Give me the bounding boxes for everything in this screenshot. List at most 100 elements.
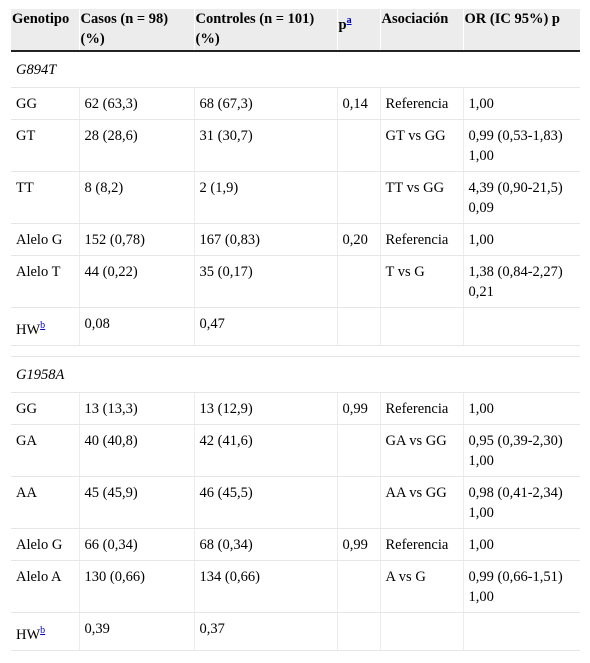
table-row: Alelo G 66 (0,34) 68 (0,34) 0,99 Referencia 1…: [11, 528, 580, 561]
cell-controles: 68 (0,34): [194, 528, 338, 561]
table-row: GT 28 (28,6) 31 (30,7) GT vs GG 0,99 (0,53-1…: [11, 119, 580, 172]
section-title: G894T: [11, 51, 580, 88]
table-row: TT 8 (8,2) 2 (1,9) TT vs GG 4,39 (0,90-21,5)…: [11, 171, 580, 224]
cell-asociacion: Referencia: [380, 223, 464, 256]
cell-genotipo: GG: [11, 87, 80, 120]
table-body: G894T GG 62 (63,3) 68 (67,3) 0,14 Referencia 1…: [11, 51, 580, 651]
cell-controles: 35 (0,17): [194, 255, 338, 308]
table-row: GG 13 (13,3) 13 (12,9) 0,99 Referencia 1,00: [11, 392, 580, 425]
cell-controles: 13 (12,9): [194, 392, 338, 425]
section-title: G1958A: [11, 356, 580, 393]
cell-genotipo: GT: [11, 119, 80, 172]
cell-or: 0,95 (0,39-2,30) 1,00: [463, 424, 580, 477]
cell-genotipo: GG: [11, 392, 80, 425]
cell-p: 0,99: [337, 528, 381, 561]
cell-or: 1,00: [463, 392, 580, 425]
genotipo-label: Alelo G: [16, 232, 63, 248]
cell-asociacion: AA vs GG: [380, 476, 464, 529]
table-row: Alelo G 152 (0,78) 167 (0,83) 0,20 Referenci…: [11, 223, 580, 256]
cell-or: [463, 307, 580, 346]
footnote-b-link[interactable]: b: [40, 624, 46, 636]
table-row: GG 62 (63,3) 68 (67,3) 0,14 Referencia 1,00: [11, 87, 580, 120]
cell-genotipo: TT: [11, 171, 80, 224]
cell-genotipo: Alelo T: [11, 255, 80, 308]
cell-genotipo: Alelo G: [11, 223, 80, 256]
cell-asociacion: Referencia: [380, 392, 464, 425]
header-p: pa: [337, 9, 381, 52]
cell-genotipo: AA: [11, 476, 80, 529]
genotipo-label: TT: [16, 180, 34, 196]
cell-genotipo: Alelo G: [11, 528, 80, 561]
cell-or: 0,99 (0,53-1,83) 1,00: [463, 119, 580, 172]
cell-genotipo: HWb: [11, 612, 80, 651]
cell-p: [337, 119, 381, 172]
table-row: AA 45 (45,9) 46 (45,5) AA vs GG 0,98 (0,41-2…: [11, 476, 580, 529]
genotipo-label: GG: [16, 400, 37, 417]
cell-controles: 0,47: [194, 307, 338, 346]
genotipo-label: GG: [16, 96, 37, 112]
genotype-table: Genotipo Casos (n = 98) (%) Controles (n…: [11, 9, 580, 651]
cell-genotipo: Alelo A: [11, 560, 80, 613]
cell-casos: 152 (0,78): [79, 223, 195, 256]
cell-p: [337, 560, 381, 613]
header-genotipo: Genotipo: [11, 9, 80, 52]
cell-controles: 167 (0,83): [194, 223, 338, 256]
footnote-b-link[interactable]: b: [40, 320, 46, 331]
cell-genotipo: GA: [11, 424, 80, 477]
header-p-label: p: [338, 16, 347, 33]
cell-p: 0,14: [337, 87, 381, 120]
spacer-cell: [11, 345, 580, 357]
cell-asociacion: GT vs GG: [380, 119, 464, 172]
genotipo-label: HW: [16, 626, 41, 643]
cell-or: 1,38 (0,84-2,27) 0,21: [463, 255, 580, 308]
section-row: G894T: [11, 51, 580, 88]
cell-casos: 0,39: [79, 612, 195, 651]
cell-casos: 62 (63,3): [79, 87, 195, 120]
cell-p: [337, 476, 381, 529]
table-row: HWb 0,08 0,47: [11, 307, 580, 346]
genotipo-label: Alelo A: [16, 568, 62, 585]
cell-casos: 44 (0,22): [79, 255, 195, 308]
cell-asociacion: Referencia: [380, 528, 464, 561]
header-controles: Controles (n = 101) (%): [194, 9, 338, 52]
cell-p: [337, 171, 381, 224]
cell-p: [337, 612, 381, 651]
cell-casos: 130 (0,66): [79, 560, 195, 613]
cell-asociacion: [380, 307, 464, 346]
header-row: Genotipo Casos (n = 98) (%) Controles (n…: [11, 9, 580, 52]
cell-asociacion: TT vs GG: [380, 171, 464, 224]
footnote-a-link[interactable]: a: [346, 15, 352, 26]
cell-casos: 8 (8,2): [79, 171, 195, 224]
cell-or: 1,00: [463, 87, 580, 120]
section-row: G1958A: [11, 356, 580, 393]
cell-controles: 2 (1,9): [194, 171, 338, 224]
cell-asociacion: T vs G: [380, 255, 464, 308]
cell-or: 0,99 (0,66-1,51) 1,00: [463, 560, 580, 613]
genotipo-label: AA: [16, 484, 37, 501]
genotipo-label: GA: [16, 432, 37, 449]
cell-casos: 28 (28,6): [79, 119, 195, 172]
cell-p: [337, 307, 381, 346]
genotipo-label: HW: [16, 321, 41, 338]
table-row: HWb 0,39 0,37: [11, 612, 580, 651]
section-spacer: [11, 345, 580, 357]
cell-p: [337, 255, 381, 308]
cell-p: 0,99: [337, 392, 381, 425]
cell-asociacion: [380, 612, 464, 651]
cell-or: 1,00: [463, 528, 580, 561]
cell-casos: 13 (13,3): [79, 392, 195, 425]
header-or: OR (IC 95%) p: [463, 9, 580, 52]
cell-controles: 0,37: [194, 612, 338, 651]
cell-casos: 0,08: [79, 307, 195, 346]
cell-asociacion: Referencia: [380, 87, 464, 120]
header-casos: Casos (n = 98) (%): [79, 9, 195, 52]
genotipo-label: GT: [16, 128, 36, 144]
cell-controles: 134 (0,66): [194, 560, 338, 613]
cell-casos: 40 (40,8): [79, 424, 195, 477]
genotipo-label: Alelo T: [16, 264, 61, 280]
cell-or: 0,98 (0,41-2,34) 1,00: [463, 476, 580, 529]
cell-or: 4,39 (0,90-21,5) 0,09: [463, 171, 580, 224]
cell-or: 1,00: [463, 223, 580, 256]
genotipo-label: Alelo G: [16, 536, 63, 553]
cell-controles: 31 (30,7): [194, 119, 338, 172]
